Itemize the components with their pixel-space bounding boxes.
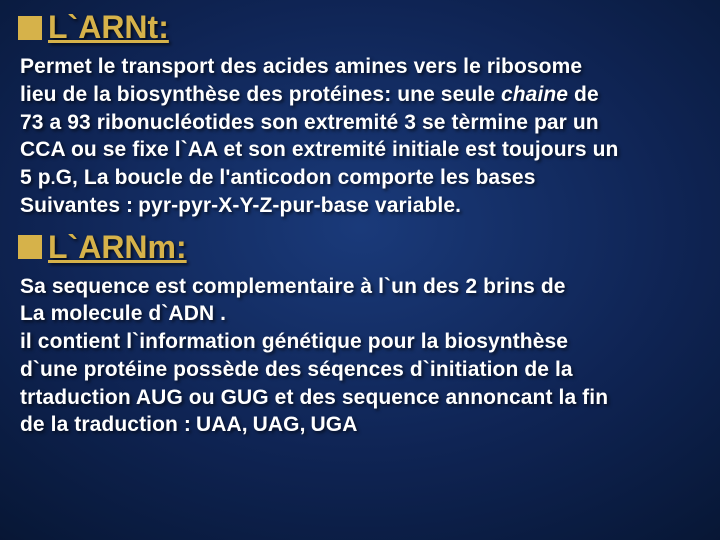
- body-line: lieu de la biosynthèse des protéines: un…: [20, 83, 599, 106]
- body-line: Sa sequence est complementaire à l`un de…: [20, 275, 566, 298]
- body-line: d`une protéine possède des séqences d`in…: [20, 358, 573, 381]
- body-line: La molecule d`ADN .: [20, 302, 226, 325]
- slide-container: L`ARNt: Permet le transport des acides a…: [0, 0, 720, 540]
- body-line: 5 p.G, La boucle de l'anticodon comporte…: [20, 166, 536, 189]
- body-line: trtaduction AUG ou GUG et des sequence a…: [20, 386, 608, 409]
- body-line: Suivantes : pyr-pyr-X-Y-Z-pur-base varia…: [20, 194, 461, 217]
- body-line: Permet le transport des acides amines ve…: [20, 55, 582, 78]
- body-line: de la traduction : UAA, UAG, UGA: [20, 413, 358, 436]
- heading-text-arnm: L`ARNm:: [48, 230, 187, 265]
- body-arnt: Permet le transport des acides amines ve…: [20, 53, 700, 219]
- body-line: 73 a 93 ribonucléotides son extremité 3 …: [20, 111, 599, 134]
- square-bullet-icon: [18, 235, 42, 259]
- heading-text-arnt: L`ARNt:: [48, 10, 169, 45]
- body-line: il contient l`information génétique pour…: [20, 330, 568, 353]
- body-line: CCA ou se fixe l`AA et son extremité ini…: [20, 138, 618, 161]
- heading-arnt: L`ARNt:: [18, 10, 702, 45]
- body-arnm: Sa sequence est complementaire à l`un de…: [20, 273, 700, 439]
- square-bullet-icon: [18, 16, 42, 40]
- heading-arnm: L`ARNm:: [18, 230, 702, 265]
